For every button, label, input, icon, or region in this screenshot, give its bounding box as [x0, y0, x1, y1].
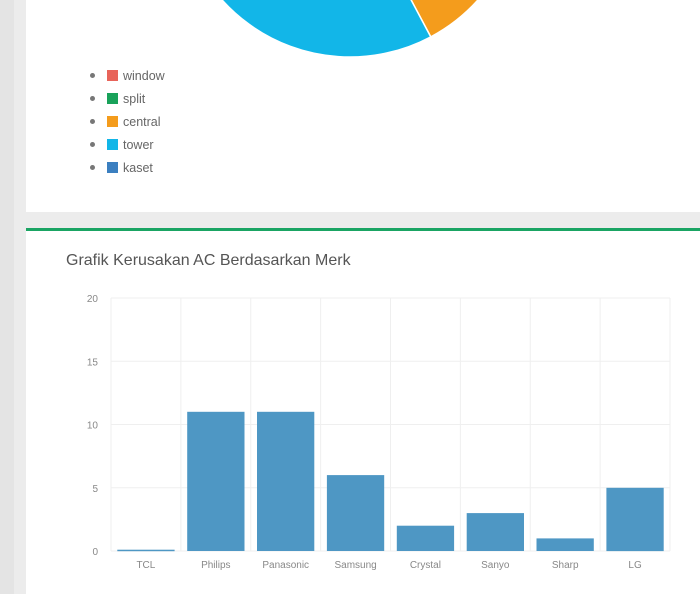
sidebar-strip: [0, 0, 14, 594]
y-tick-label: 20: [87, 294, 99, 305]
legend-swatch: [107, 70, 118, 81]
legend-item-window[interactable]: window: [90, 64, 165, 87]
x-tick-label: Sanyo: [481, 560, 510, 571]
legend-item-central[interactable]: central: [90, 110, 165, 133]
bar-sharp[interactable]: [536, 538, 594, 551]
legend-item-kaset[interactable]: kaset: [90, 156, 165, 179]
legend-label: tower: [123, 137, 154, 152]
y-tick-label: 15: [87, 357, 99, 368]
legend-item-split[interactable]: split: [90, 87, 165, 110]
x-tick-label: LG: [628, 560, 642, 571]
legend-label: window: [123, 68, 165, 83]
legend-item-tower[interactable]: tower: [90, 133, 165, 156]
legend-label: kaset: [123, 160, 153, 175]
legend-swatch: [107, 139, 118, 150]
x-tick-label: Sharp: [552, 560, 579, 571]
bullet-icon: [90, 73, 95, 78]
bar-tcl[interactable]: [117, 549, 175, 552]
pie-chart: [178, 0, 479, 58]
x-tick-label: Crystal: [410, 560, 441, 571]
legend-swatch: [107, 116, 118, 127]
legend-swatch: [107, 93, 118, 104]
x-tick-label: Samsung: [334, 560, 376, 571]
x-tick-label: TCL: [136, 560, 155, 571]
legend-label: split: [123, 91, 146, 106]
y-tick-label: 5: [92, 484, 98, 495]
bar-chart: 0 5 10 15 20 TCL Philips Panasonic Samsung Crysta…: [87, 294, 671, 571]
bullet-icon: [90, 119, 95, 124]
legend-label: central: [123, 114, 161, 129]
y-tick-label: 0: [92, 547, 98, 558]
bar-philips[interactable]: [187, 411, 245, 551]
pie-legend: window split central tower kaset: [90, 64, 165, 179]
bullet-icon: [90, 142, 95, 147]
bullet-icon: [90, 96, 95, 101]
pie-slice-tower[interactable]: [178, 0, 432, 58]
bar-chart-title: Grafik Kerusakan AC Berdasarkan Merk: [66, 252, 351, 269]
legend-swatch: [107, 162, 118, 173]
x-tick-label: Philips: [201, 560, 230, 571]
bar-sanyo[interactable]: [466, 513, 524, 551]
x-tick-label: Panasonic: [262, 560, 309, 571]
bar-crystal[interactable]: [396, 525, 455, 551]
bullet-icon: [90, 165, 95, 170]
bar-panasonic[interactable]: [257, 411, 315, 551]
pie-chart-panel: window split central tower kaset: [26, 0, 700, 212]
bar-samsung[interactable]: [326, 475, 385, 551]
bar-chart-panel: Grafik Kerusakan AC Berdasarkan Merk 0 5 1…: [26, 228, 700, 594]
y-tick-label: 10: [87, 421, 99, 432]
bar-lg[interactable]: [606, 487, 664, 552]
